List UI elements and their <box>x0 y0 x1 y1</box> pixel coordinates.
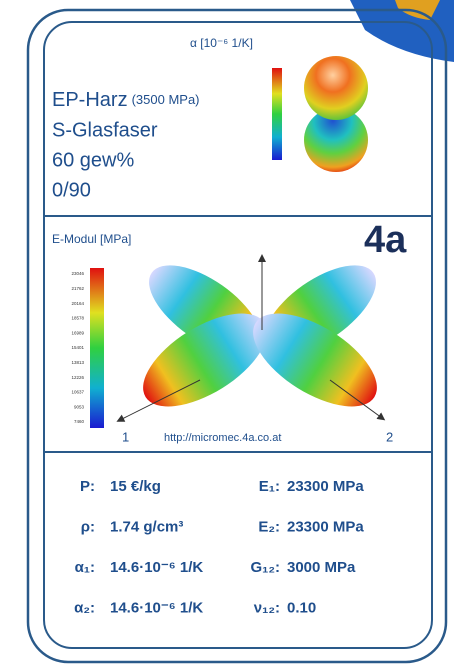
colorbar <box>272 68 282 160</box>
property-value: 23300 MPa <box>287 478 364 495</box>
content: 60 gew% <box>52 149 134 171</box>
colorbar-label: 16989 <box>71 330 84 335</box>
fiber: S-Glasfaser <box>52 119 158 141</box>
colorbar-label: 10637 <box>71 390 84 395</box>
colorbar-label: 13813 <box>71 360 84 365</box>
alpha-title: α [10⁻⁶ 1/K] <box>190 36 253 50</box>
property-label: P: <box>80 478 95 495</box>
property-value: 0.10 <box>287 599 316 616</box>
colorbar-labels: 23046 21762 20164 18578 16989 15401 13813 12226… <box>71 271 84 424</box>
property-value: 1.74 g/cm³ <box>110 518 183 535</box>
matrix-modulus: (3500 MPa) <box>132 92 200 107</box>
colorbar-label: 7460 <box>74 419 85 424</box>
colorbar-label: 15401 <box>71 345 84 350</box>
property-value: 14.6·10⁻⁶ 1/K <box>110 599 203 616</box>
property-label: G₁₂: <box>250 559 280 576</box>
property-label: α₁: <box>75 559 95 576</box>
layup: 0/90 <box>52 179 91 201</box>
property-value: 14.6·10⁻⁶ 1/K <box>110 559 203 576</box>
colorbar-label: 9053 <box>74 404 85 409</box>
colorbar-label: 18578 <box>71 316 84 321</box>
colorbar-label: 12226 <box>71 375 84 380</box>
sphere <box>304 56 368 120</box>
property-label: ν₁₂: <box>254 599 280 616</box>
property-label: α₂: <box>74 599 95 616</box>
property-value: 3000 MPa <box>287 559 356 576</box>
property-value: 23300 MPa <box>287 518 364 535</box>
property-label: E₁: <box>259 478 280 495</box>
properties: P: 15 €/kg E₁: 23300 MPa ρ: 1.74 g/cm³ E₂: 2330… <box>74 478 364 617</box>
colorbar-label: 20164 <box>71 301 84 306</box>
property-value: 15 €/kg <box>110 478 161 495</box>
colorbar-label: 21762 <box>71 286 84 291</box>
matrix-name: EP-Harz <box>52 89 128 111</box>
matrix: EP-Harz (3500 MPa) <box>52 89 200 111</box>
colorbar-label: 23046 <box>71 271 84 276</box>
colorbar <box>90 268 104 428</box>
logo: 4a <box>364 219 407 261</box>
material-card: α [10⁻⁶ 1/K] EP-Harz (3500 MPa) S-Glasfas… <box>0 0 454 671</box>
modulus-title: E-Modul [MPa] <box>52 232 131 246</box>
axis-label: 1 <box>122 429 129 444</box>
url: http://micromec.4a.co.at <box>164 432 281 444</box>
modulus-surface <box>128 248 392 425</box>
axis-label: 2 <box>386 429 393 444</box>
property-label: E₂: <box>258 518 280 535</box>
property-label: ρ: <box>81 518 95 535</box>
